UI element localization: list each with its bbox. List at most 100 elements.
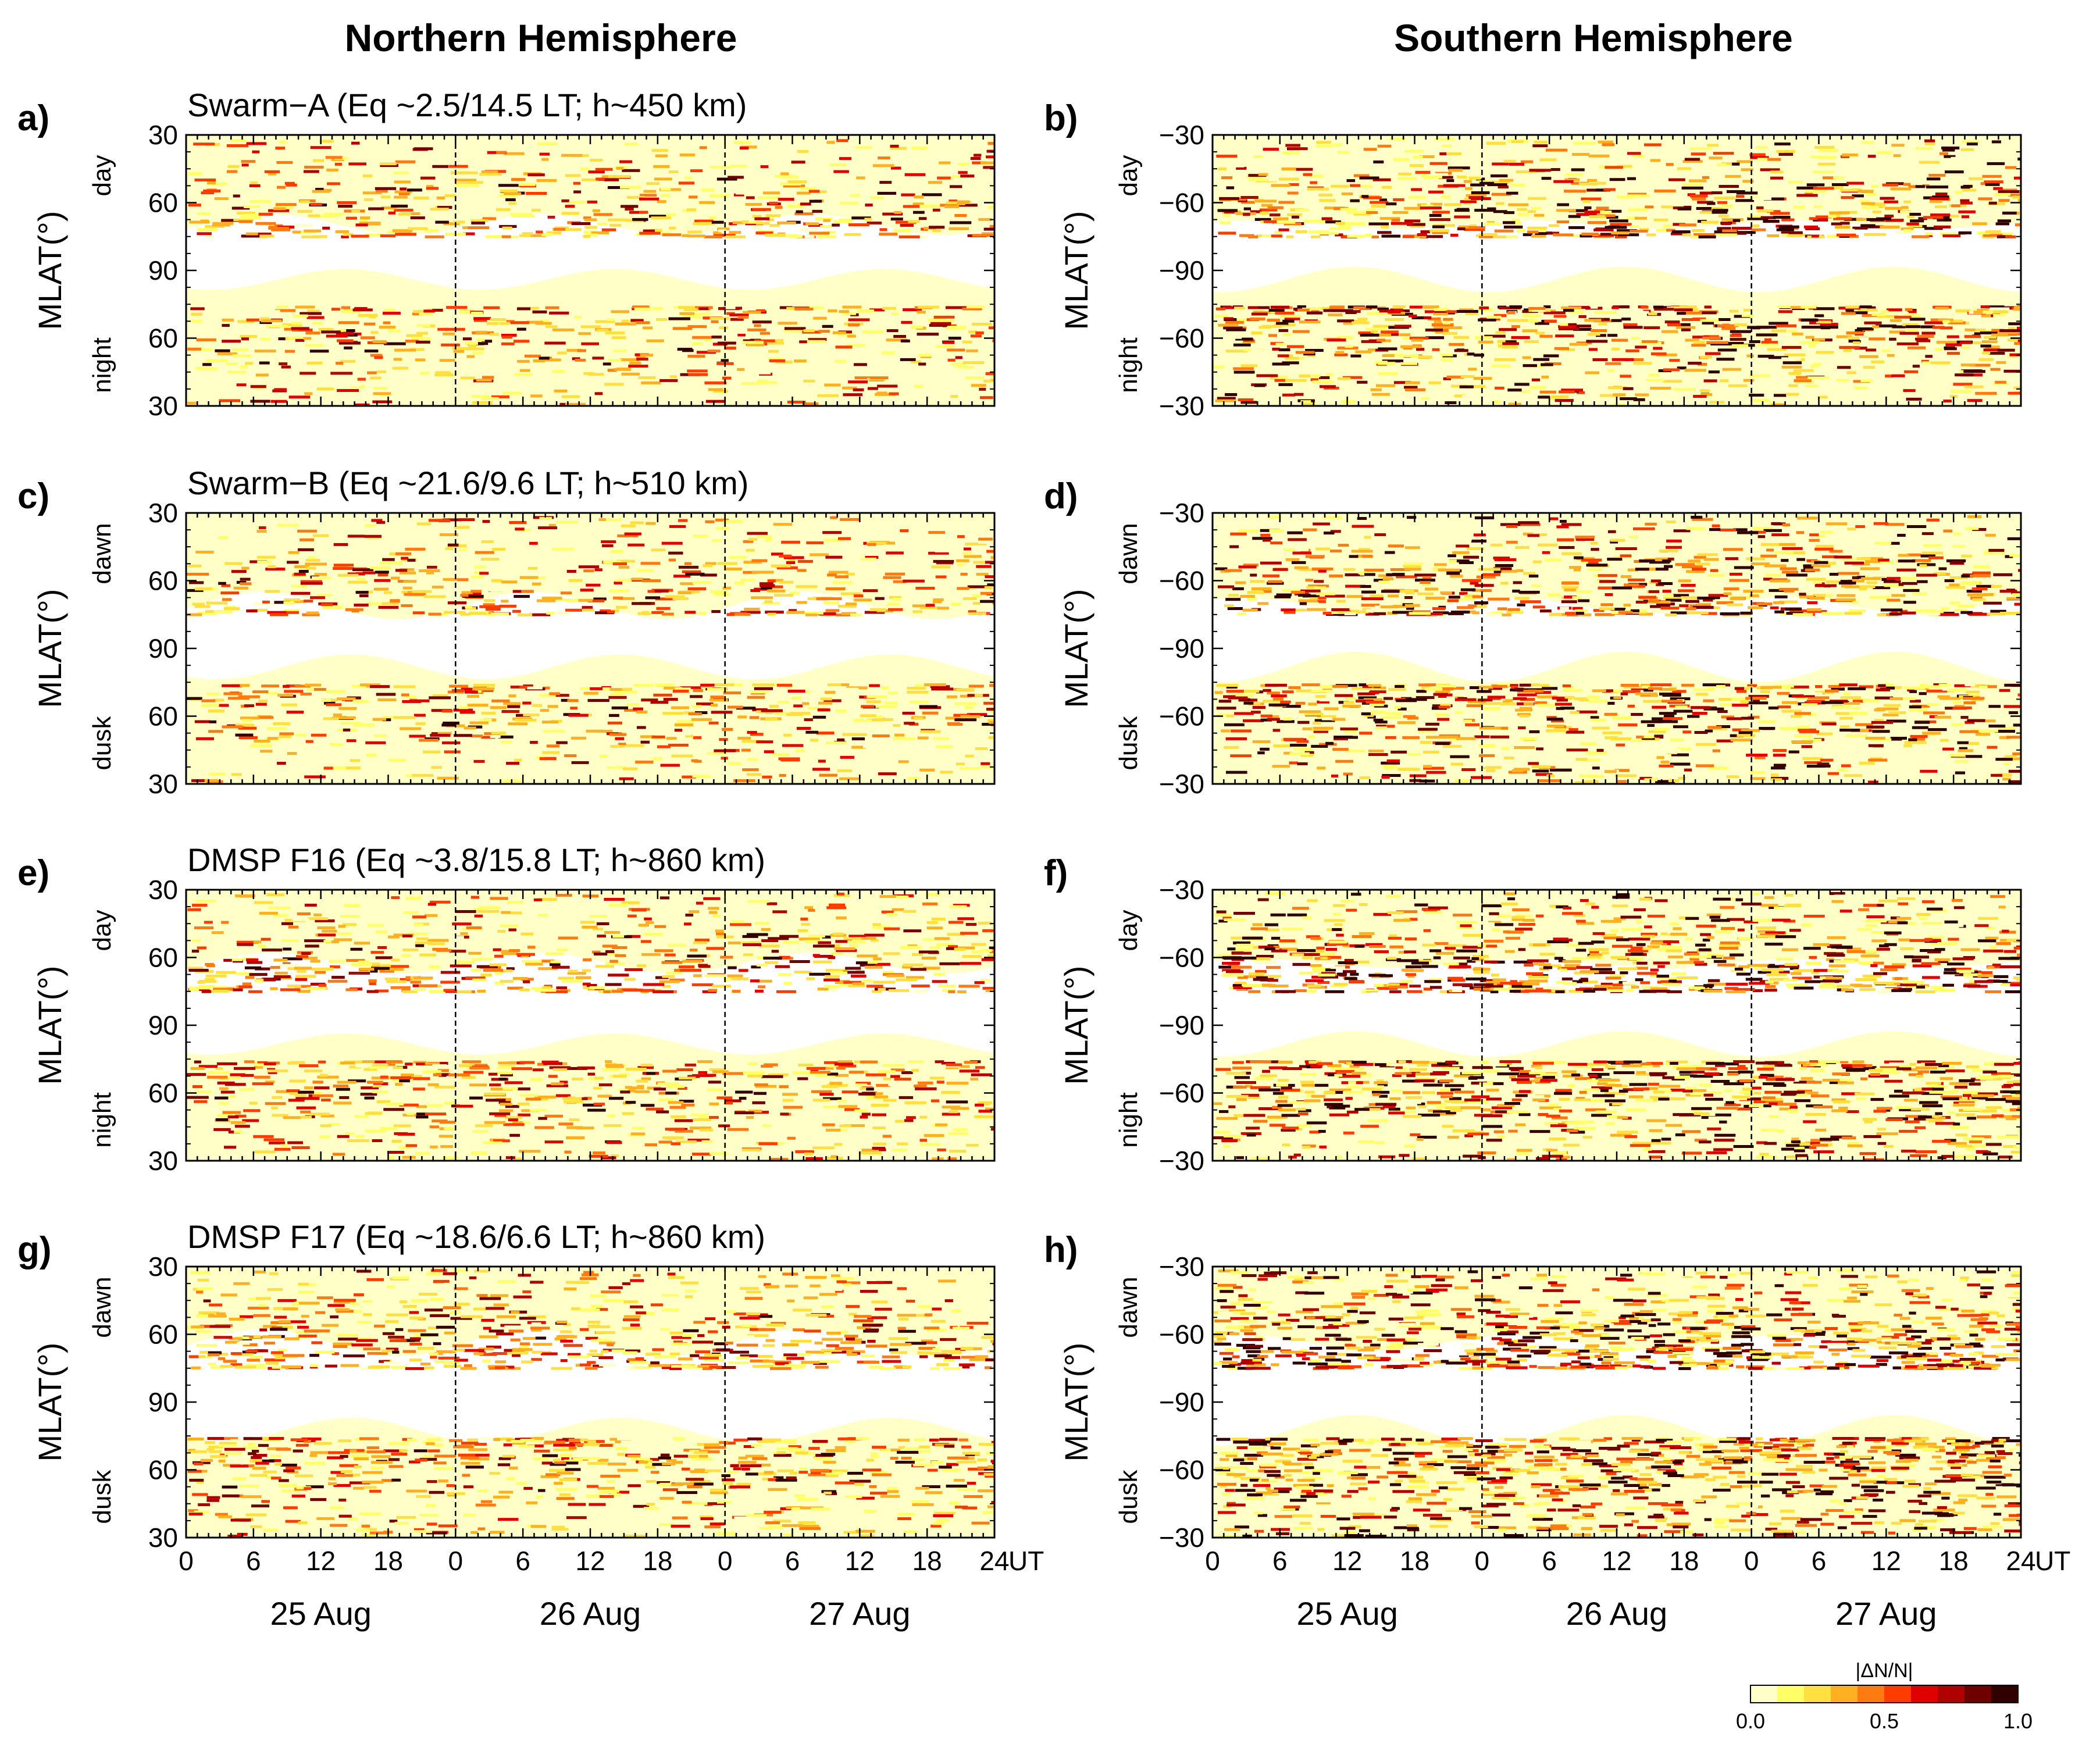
- irregularity-cell: [885, 312, 899, 315]
- irregularity-cell: [1603, 188, 1616, 191]
- irregularity-cell: [304, 229, 322, 233]
- irregularity-cell: [1385, 318, 1404, 321]
- irregularity-cell: [1648, 730, 1666, 733]
- irregularity-cell: [880, 322, 892, 325]
- irregularity-cell: [304, 775, 326, 779]
- irregularity-cell: [604, 178, 619, 181]
- irregularity-cell: [1705, 352, 1721, 355]
- irregularity-cell: [1508, 203, 1529, 206]
- irregularity-cell: [1481, 766, 1502, 769]
- irregularity-cell: [1793, 205, 1805, 209]
- irregularity-cell: [629, 361, 641, 365]
- irregularity-cell: [679, 315, 701, 319]
- irregularity-cell: [1909, 700, 1921, 703]
- irregularity-cell: [1704, 305, 1712, 309]
- irregularity-cell: [1920, 554, 1935, 558]
- satellite-title: Swarm−B (Eq ~21.6/9.6 LT; h~510 km): [187, 465, 748, 501]
- irregularity-cell: [499, 322, 509, 325]
- irregularity-cell: [294, 565, 310, 568]
- irregularity-cell: [1983, 234, 2003, 237]
- irregularity-cell: [1469, 224, 1477, 227]
- irregularity-cell: [1814, 314, 1824, 318]
- irregularity-cell: [1233, 367, 1254, 370]
- irregularity-cell: [1292, 330, 1310, 333]
- irregularity-cell: [1437, 718, 1450, 721]
- irregularity-cell: [1287, 213, 1302, 216]
- irregularity-cell: [1939, 697, 1961, 700]
- irregularity-cell: [693, 689, 703, 693]
- irregularity-cell: [424, 229, 439, 232]
- irregularity-cell: [1417, 233, 1427, 236]
- irregularity-cell: [1509, 305, 1523, 309]
- irregularity-cell: [1912, 737, 1926, 741]
- irregularity-cell: [1292, 551, 1312, 555]
- irregularity-cell: [757, 535, 772, 539]
- irregularity-cell: [1399, 333, 1411, 337]
- irregularity-cell: [1305, 349, 1324, 352]
- irregularity-cell: [1659, 720, 1678, 723]
- irregularity-cell: [1233, 343, 1251, 347]
- irregularity-cell: [949, 227, 969, 230]
- irregularity-cell: [1478, 318, 1496, 322]
- irregularity-cell: [1864, 560, 1880, 564]
- irregularity-cell: [1648, 373, 1660, 377]
- irregularity-cell: [1428, 190, 1444, 194]
- irregularity-cell: [1393, 305, 1404, 309]
- irregularity-cell: [1486, 769, 1496, 772]
- irregularity-cell: [383, 312, 401, 315]
- irregularity-cell: [268, 224, 283, 227]
- irregularity-cell: [450, 171, 470, 174]
- irregularity-cell: [1419, 779, 1435, 783]
- irregularity-cell: [767, 341, 784, 345]
- irregularity-cell: [1364, 573, 1375, 576]
- irregularity-cell: [1962, 188, 1977, 192]
- irregularity-cell: [821, 597, 842, 601]
- irregularity-cell: [1393, 381, 1411, 384]
- irregularity-cell: [773, 523, 793, 526]
- irregularity-cell: [1752, 197, 1771, 200]
- irregularity-cell: [1876, 324, 1896, 327]
- irregularity-cell: [1681, 186, 1703, 190]
- irregularity-cell: [856, 176, 865, 180]
- irregularity-cell: [256, 234, 274, 238]
- irregularity-cell: [1278, 329, 1289, 332]
- irregularity-cell: [1550, 768, 1572, 772]
- irregularity-cell: [1677, 207, 1692, 211]
- irregularity-cell: [1951, 723, 1963, 726]
- irregularity-cell: [1564, 190, 1586, 193]
- irregularity-cell: [1392, 611, 1413, 614]
- irregularity-cell: [791, 161, 805, 164]
- irregularity-cell: [1778, 152, 1794, 156]
- irregularity-cell: [703, 174, 725, 177]
- irregularity-cell: [1532, 144, 1548, 148]
- irregularity-cell: [1593, 609, 1605, 612]
- irregularity-cell: [1455, 711, 1463, 714]
- irregularity-cell: [687, 230, 702, 234]
- irregularity-cell: [743, 570, 759, 574]
- irregularity-cell: [245, 232, 258, 236]
- irregularity-cell: [565, 402, 586, 406]
- irregularity-cell: [1944, 579, 1955, 583]
- irregularity-cell: [546, 744, 560, 748]
- irregularity-cell: [755, 231, 773, 235]
- irregularity-cell: [1816, 320, 1831, 324]
- irregularity-cell: [415, 358, 426, 362]
- irregularity-cell: [894, 211, 902, 214]
- irregularity-cell: [712, 539, 722, 543]
- irregularity-cell: [336, 362, 344, 365]
- hemisphere-title: Northern Hemisphere: [345, 16, 737, 59]
- irregularity-cell: [1243, 564, 1258, 567]
- irregularity-cell: [1889, 541, 1900, 545]
- irregularity-cell: [924, 683, 946, 686]
- irregularity-cell: [880, 718, 893, 721]
- irregularity-cell: [729, 231, 741, 234]
- irregularity-cell: [1596, 334, 1606, 337]
- irregularity-cell: [1354, 212, 1371, 216]
- irregularity-cell: [454, 526, 470, 529]
- irregularity-cell: [195, 550, 214, 554]
- irregularity-cell: [1343, 701, 1354, 704]
- irregularity-cell: [536, 230, 543, 234]
- irregularity-cell: [1528, 318, 1536, 322]
- irregularity-cell: [854, 598, 872, 602]
- irregularity-cell: [626, 703, 640, 707]
